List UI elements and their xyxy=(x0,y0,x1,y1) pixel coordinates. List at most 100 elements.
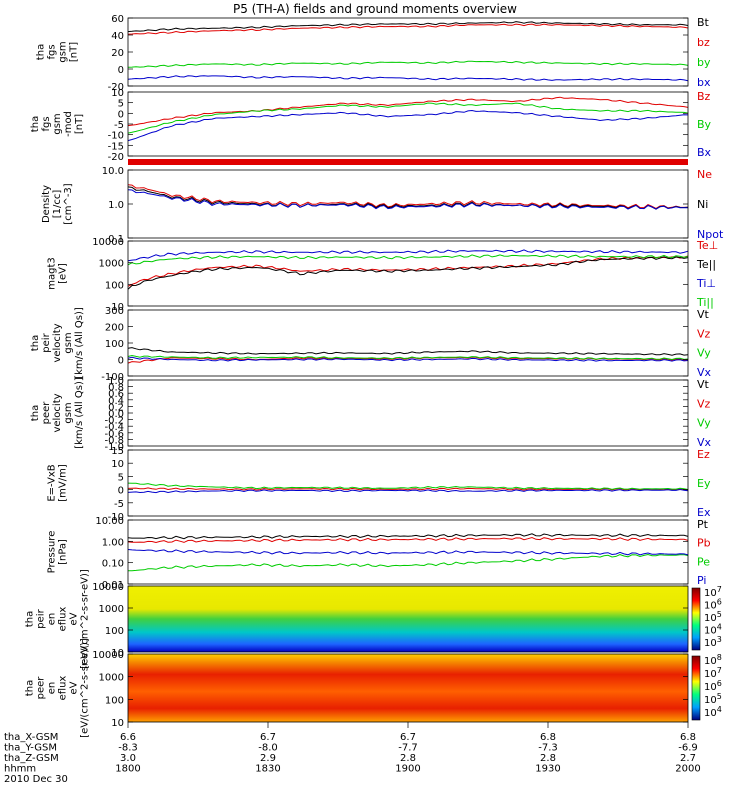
legend-Ez: Ez xyxy=(697,448,710,461)
ytick-label: 20 xyxy=(111,48,124,59)
frame-p8 xyxy=(127,519,689,585)
legend-Bx: Bx xyxy=(697,146,712,159)
series-p8-Pi xyxy=(127,549,689,556)
legend-bx: bx xyxy=(697,76,711,89)
ylabel-line: -mod xyxy=(63,111,74,137)
ylabel-line: gsm xyxy=(63,332,74,353)
ylabel-line: gsm xyxy=(52,113,63,134)
xaxis-value: 2000 xyxy=(675,764,700,775)
ytick-label: 200 xyxy=(105,323,124,334)
ytick-label: 0.01 xyxy=(102,580,124,591)
legend-Vx: Vx xyxy=(697,366,712,379)
series-p1-Bt xyxy=(127,21,689,33)
ytick-label: -5 xyxy=(114,499,124,510)
ytick-label: -1.0 xyxy=(104,442,124,453)
ytick-label: 100 xyxy=(105,339,124,350)
legend-Te⊥: Te⊥ xyxy=(696,239,718,252)
ytick-label: -20 xyxy=(108,82,124,93)
ylabel-line: Density xyxy=(41,185,52,223)
series-p7-Ez xyxy=(127,487,689,491)
xaxis-value: 1930 xyxy=(535,764,560,775)
legend-Vy: Vy xyxy=(697,417,711,430)
ytick-label: 100 xyxy=(105,695,124,706)
series-p8-Pe xyxy=(127,553,689,572)
ytick-label: 5 xyxy=(118,99,124,110)
ylabel-line: tha xyxy=(36,44,47,60)
panel-p3: 10.0 1.0 0.1 Density [1/cc] [cm^-3] Ne Ni Npot xyxy=(41,166,724,245)
ylabel-line: Pressure xyxy=(47,531,58,574)
ylabel-line: [eV/(cm^2-s-sr-eV)] xyxy=(80,569,91,669)
ylabel-line: tha xyxy=(25,611,36,627)
ytick-label: 0.6 xyxy=(108,389,124,400)
ytick-label: 0.10 xyxy=(102,559,124,570)
ylabel-line: eflux xyxy=(58,676,69,701)
xaxis-row-label: tha_Y-GSM xyxy=(4,743,57,754)
legend-Pe: Pe xyxy=(697,555,710,568)
colorbar-tick: 107 xyxy=(704,666,722,680)
ylabel-line: fgs xyxy=(41,116,52,131)
panel-p1: 60 40 20 0 -20 tha fgs gsm [nT] Bt bz by bx xyxy=(36,14,711,93)
ytick-label: 10 xyxy=(111,88,124,99)
xaxis-value: 2.9 xyxy=(260,753,276,764)
ytick-label: 1.0 xyxy=(108,200,124,211)
ytick-label: 0.2 xyxy=(108,402,124,413)
legend-Npot: Npot xyxy=(697,228,724,241)
xaxis-value: 3.0 xyxy=(120,753,136,764)
ylabel-line: gsm xyxy=(63,402,74,423)
series-p5-Vt xyxy=(127,347,689,356)
ytick-label: 10 xyxy=(111,459,124,470)
ylabel-line: [cm^-3] xyxy=(63,183,74,224)
series-p3-Ni xyxy=(127,186,689,210)
series-p4-Ti⊥ xyxy=(127,249,689,262)
legend-Vx: Vx xyxy=(697,436,712,449)
frame-p5 xyxy=(127,309,689,377)
xaxis-value: -8.3 xyxy=(118,743,138,754)
ytick-label: 1000 xyxy=(99,673,124,684)
xaxis-value: 1900 xyxy=(395,764,420,775)
ylabel-line: velocity xyxy=(52,393,63,432)
legend-Pb: Pb xyxy=(697,537,711,550)
colorbar-tick: 103 xyxy=(704,635,722,649)
legend-Ey: Ey xyxy=(697,477,711,490)
ytick-label: 0 xyxy=(118,109,124,120)
colorbar-tick: 104 xyxy=(704,705,722,719)
ylabel-line: peer xyxy=(36,676,47,700)
xaxis-value: 2.8 xyxy=(540,753,556,764)
ylabel-line: fgs xyxy=(47,44,58,59)
ytick-label: 10000 xyxy=(92,582,124,593)
panel-p6: 1.00.80.60.40.20.0-0.2-0.4-0.6-0.8-1.0 th… xyxy=(30,376,712,453)
legend-Ni: Ni xyxy=(697,198,708,211)
ylabel-line: [1/cc] xyxy=(52,190,63,219)
series-p4-Te|| xyxy=(127,256,689,290)
legend-Vt: Vt xyxy=(697,378,710,391)
legend-Ti||: Ti|| xyxy=(696,296,714,309)
ytick-label: 1000 xyxy=(99,604,124,615)
ylabel-line: eflux xyxy=(58,607,69,632)
ytick-label: 10000 xyxy=(92,237,124,248)
spectrogram-p10 xyxy=(128,654,688,722)
frame-p9 xyxy=(127,585,689,653)
xaxis-value: 2.7 xyxy=(680,753,696,764)
xaxis-value: 6.6 xyxy=(120,732,136,743)
ytick-label: 1.0 xyxy=(108,376,124,387)
ytick-label: 100 xyxy=(105,280,124,291)
xaxis-value: -8.0 xyxy=(258,743,278,754)
colorbar-tick: 105 xyxy=(704,692,722,706)
ylabel-line: [km/s (All Qs)] xyxy=(74,377,85,449)
series-p8-Pb xyxy=(127,536,689,544)
panel-p7: 15 10 5 0 -5 -10 E=-VxB [mV/m] Ez Ey Ex xyxy=(47,446,711,523)
ytick-label: 0.1 xyxy=(108,234,124,245)
ytick-label: -15 xyxy=(108,141,124,152)
ylabel-line: [eV] xyxy=(58,263,69,284)
xaxis-value: -7.3 xyxy=(538,743,558,754)
ytick-label: 0 xyxy=(118,486,124,497)
ytick-label: 0 xyxy=(118,65,124,76)
ylabel-line: gsm xyxy=(58,41,69,62)
ytick-label: -0.4 xyxy=(104,422,124,433)
ytick-label: 100 xyxy=(105,626,124,637)
ytick-label: -20 xyxy=(108,152,124,163)
series-p5-Vy xyxy=(127,354,689,361)
ytick-label: -10 xyxy=(108,131,124,142)
